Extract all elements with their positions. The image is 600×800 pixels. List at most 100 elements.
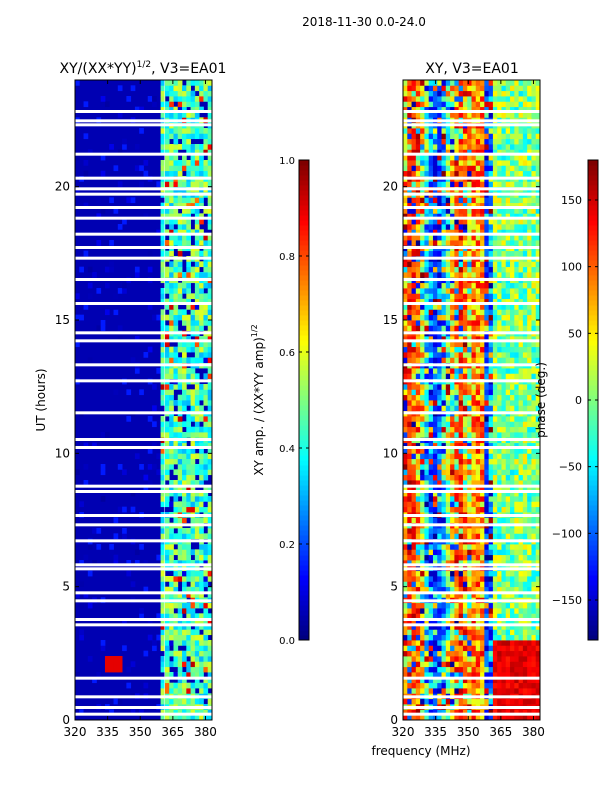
heatmap-cell (441, 304, 447, 310)
heatmap-cell (501, 298, 507, 305)
heatmap-cell (501, 442, 507, 449)
heatmap-cell (462, 400, 468, 406)
heatmap-cell (160, 181, 166, 188)
heatmap-cell (497, 634, 502, 641)
heatmap-cell (169, 613, 174, 620)
heatmap-cell (173, 656, 179, 662)
heatmap-cell (152, 442, 157, 449)
heatmap-cell (164, 496, 170, 502)
heatmap-cell (428, 208, 434, 214)
heatmap-cell (531, 453, 537, 460)
heatmap-cell (415, 586, 421, 593)
heatmap-cell (535, 213, 540, 220)
heatmap-cell (522, 346, 528, 353)
heatmap-cell (471, 346, 477, 353)
heatmap-cell (471, 368, 477, 374)
heatmap-cell (415, 672, 421, 678)
heatmap-cell (458, 677, 464, 684)
heatmap-cell (497, 480, 502, 486)
heatmap-cell (199, 656, 204, 662)
heatmap-cell (445, 197, 451, 204)
heatmap-cell (415, 506, 421, 513)
heatmap-cell (501, 613, 507, 620)
heatmap-cell (527, 640, 532, 646)
heatmap-cell (501, 266, 507, 273)
heatmap-cell (514, 666, 519, 673)
amplitude-plot-frame (74, 79, 213, 721)
heatmap-cell (186, 592, 191, 598)
heatmap-cell (467, 666, 472, 673)
heatmap-cell (445, 480, 451, 486)
heatmap-cell (514, 480, 519, 486)
heatmap-cell (441, 298, 447, 305)
heatmap-cell (480, 202, 485, 209)
heatmap-cell (432, 480, 438, 486)
heatmap-cell (420, 544, 425, 550)
heatmap-cell (450, 240, 455, 246)
heatmap-cell (458, 272, 464, 278)
heatmap-cell (428, 352, 434, 358)
heatmap-cell (186, 469, 191, 476)
heatmap-cell (445, 698, 451, 705)
heatmap-cell (488, 218, 494, 225)
heatmap-cell (522, 581, 528, 588)
heatmap-cell (497, 608, 502, 614)
colorbar-segment (299, 255, 309, 261)
heatmap-cell (403, 202, 408, 209)
heatmap-cell (169, 709, 174, 716)
heatmap-cell (420, 533, 425, 540)
heatmap-cell (437, 464, 442, 470)
heatmap-cell (164, 586, 170, 593)
heatmap-cell (194, 112, 200, 118)
heatmap-cell (488, 224, 494, 230)
heatmap-cell (527, 698, 532, 705)
heatmap-cell (492, 640, 498, 646)
heatmap-cell (207, 506, 212, 513)
heatmap-cell (424, 170, 430, 177)
heatmap-cell (407, 570, 412, 577)
heatmap-cell (501, 485, 507, 492)
heatmap-cell (510, 314, 515, 321)
heatmap-cell (160, 357, 166, 364)
heatmap-cell (454, 640, 460, 646)
heatmap-cell (462, 389, 468, 396)
heatmap-cell (411, 448, 417, 454)
heatmap-cell (428, 234, 434, 241)
heatmap-cell (467, 485, 472, 492)
heatmap-cell (441, 288, 447, 294)
heatmap-cell (527, 709, 532, 716)
heatmap-cell (182, 341, 187, 348)
heatmap-cell (527, 656, 532, 662)
heatmap-cell (445, 218, 451, 225)
heatmap-cell (522, 464, 528, 470)
heatmap-cell (492, 346, 498, 353)
heatmap-cell (173, 698, 179, 705)
data-gap (75, 206, 212, 209)
heatmap-cell (177, 602, 183, 609)
heatmap-cell (480, 218, 485, 225)
heatmap-cell (441, 528, 447, 534)
heatmap-cell (194, 656, 200, 662)
heatmap-cell (420, 197, 425, 204)
heatmap-cell (203, 560, 209, 566)
heatmap-cell (471, 496, 477, 502)
heatmap-cell (199, 229, 204, 236)
heatmap-cell (510, 421, 515, 428)
heatmap-cell (437, 586, 442, 593)
heatmap-cell (190, 405, 196, 412)
heatmap-cell (475, 240, 481, 246)
heatmap-cell (182, 453, 187, 460)
heatmap-cell (160, 272, 166, 278)
heatmap-cell (462, 394, 468, 401)
heatmap-cell (488, 368, 494, 374)
heatmap-cell (415, 464, 421, 470)
heatmap-cell (173, 709, 179, 716)
heatmap-cell (445, 506, 451, 513)
heatmap-cell (492, 336, 498, 342)
heatmap-cell (415, 266, 421, 273)
heatmap-cell (420, 421, 425, 428)
heatmap-cell (194, 666, 200, 673)
heatmap-cell (420, 213, 425, 220)
heatmap-cell (207, 336, 212, 342)
heatmap-cell (407, 336, 412, 342)
